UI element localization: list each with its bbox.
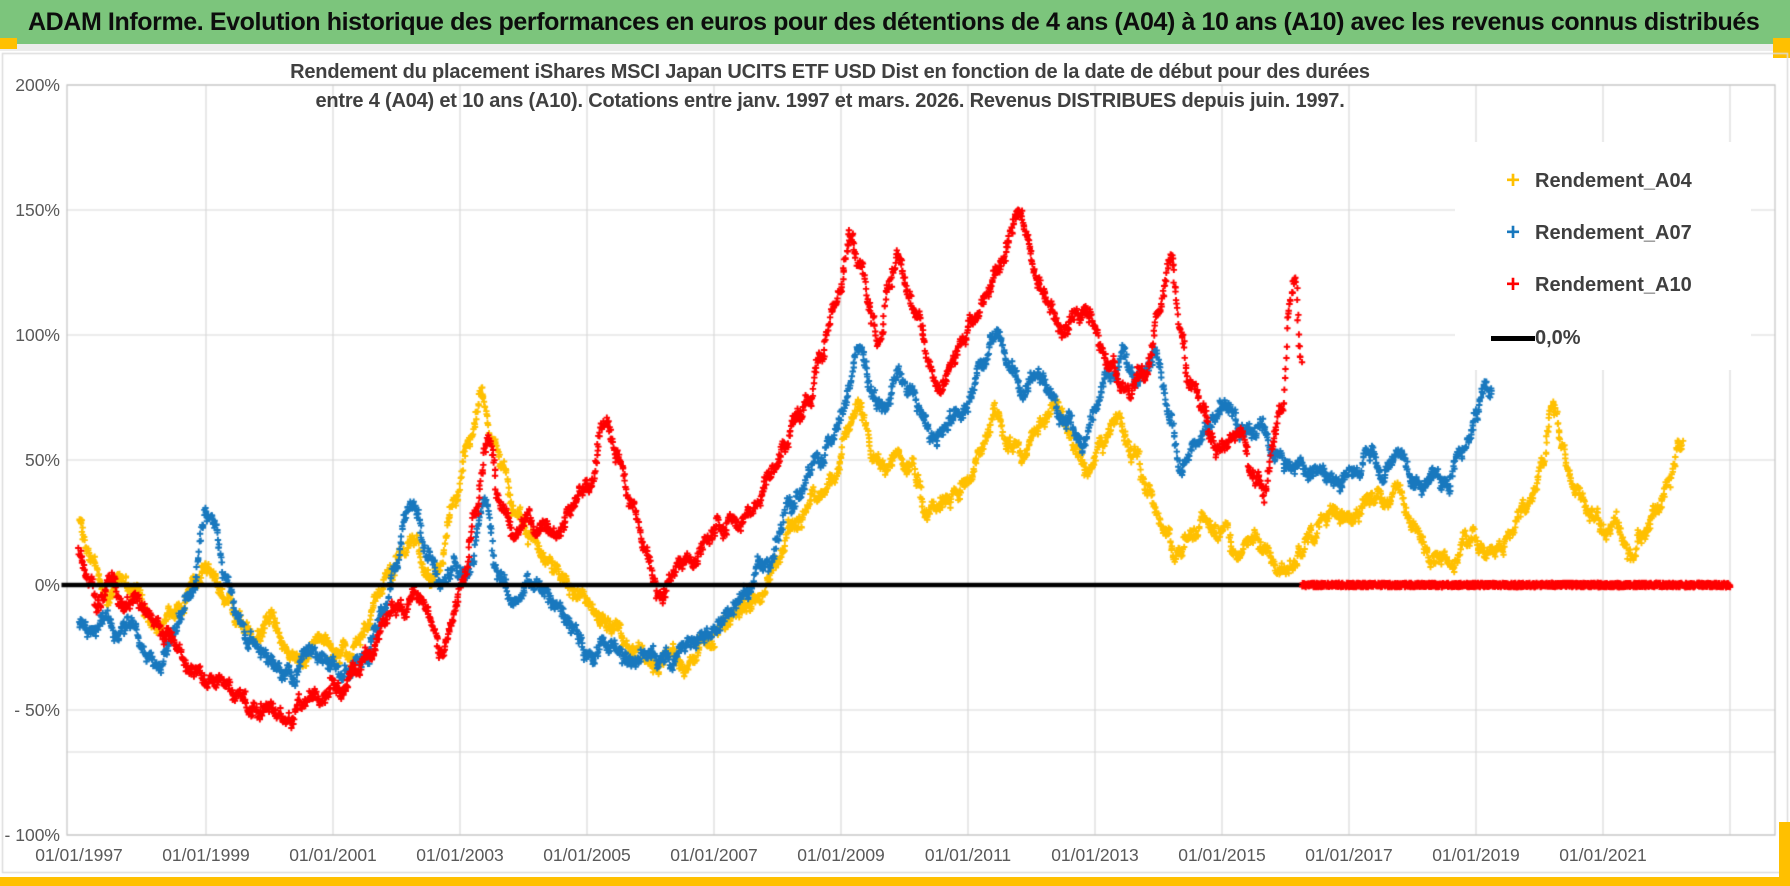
x-axis-tick-label: 01/01/2003 bbox=[416, 845, 504, 865]
legend-label: Rendement_A10 bbox=[1535, 273, 1692, 296]
x-axis-tick-label: 01/01/2001 bbox=[289, 845, 377, 865]
y-axis-tick-label: 150% bbox=[15, 200, 60, 220]
x-axis-tick-label: 01/01/2021 bbox=[1559, 845, 1647, 865]
x-axis-tick-label: 01/01/2005 bbox=[543, 845, 631, 865]
accent-corner-bottom-right bbox=[1779, 822, 1790, 882]
legend: + Rendement_A04 + Rendement_A07 + Rendement_A… bbox=[1455, 142, 1751, 370]
y-axis-tick-label: 0% bbox=[34, 575, 60, 595]
y-axis-tick-label: 100% bbox=[15, 325, 60, 345]
plus-marker-icon: + bbox=[1505, 271, 1520, 298]
x-axis-tick-label: 01/01/1997 bbox=[35, 845, 123, 865]
x-axis-tick-label: 01/01/2015 bbox=[1178, 845, 1266, 865]
x-axis-tick-label: 01/01/2017 bbox=[1305, 845, 1393, 865]
x-axis-tick-label: 01/01/2007 bbox=[670, 845, 758, 865]
y-axis-tick-label: 50% bbox=[24, 450, 60, 470]
legend-item-rendement-a07[interactable]: + Rendement_A07 bbox=[1455, 218, 1751, 248]
x-axis-tick-label: 01/01/2019 bbox=[1432, 845, 1520, 865]
x-axis-tick-label: 01/01/1999 bbox=[162, 845, 250, 865]
x-axis-tick-label: 01/01/2009 bbox=[797, 845, 885, 865]
y-axis-tick-label: - 50% bbox=[14, 700, 60, 720]
legend-item-0-0-[interactable]: 0,0% bbox=[1455, 323, 1751, 353]
accent-bar-bottom bbox=[0, 877, 1790, 886]
x-axis-tick-label: 01/01/2013 bbox=[1051, 845, 1139, 865]
y-axis-tick-label: - 100% bbox=[4, 825, 60, 845]
legend-label: 0,0% bbox=[1535, 326, 1581, 349]
plus-marker-icon: + bbox=[1505, 219, 1520, 246]
legend-label: Rendement_A04 bbox=[1535, 169, 1692, 192]
x-axis-tick-label: 01/01/2011 bbox=[924, 845, 1012, 865]
legend-item-rendement-a10[interactable]: + Rendement_A10 bbox=[1455, 270, 1751, 300]
plus-marker-icon: + bbox=[1505, 167, 1520, 194]
chart-title-line1: Rendement du placement iShares MSCI Japa… bbox=[290, 61, 1370, 83]
chart-title: Rendement du placement iShares MSCI Japa… bbox=[230, 58, 1430, 116]
line-marker-icon bbox=[1491, 335, 1535, 341]
legend-label: Rendement_A07 bbox=[1535, 221, 1692, 244]
y-axis-tick-label: 200% bbox=[15, 75, 60, 95]
legend-item-rendement-a04[interactable]: + Rendement_A04 bbox=[1455, 166, 1751, 196]
chart-title-line2: entre 4 (A04) et 10 ans (A10). Cotations… bbox=[315, 90, 1345, 112]
